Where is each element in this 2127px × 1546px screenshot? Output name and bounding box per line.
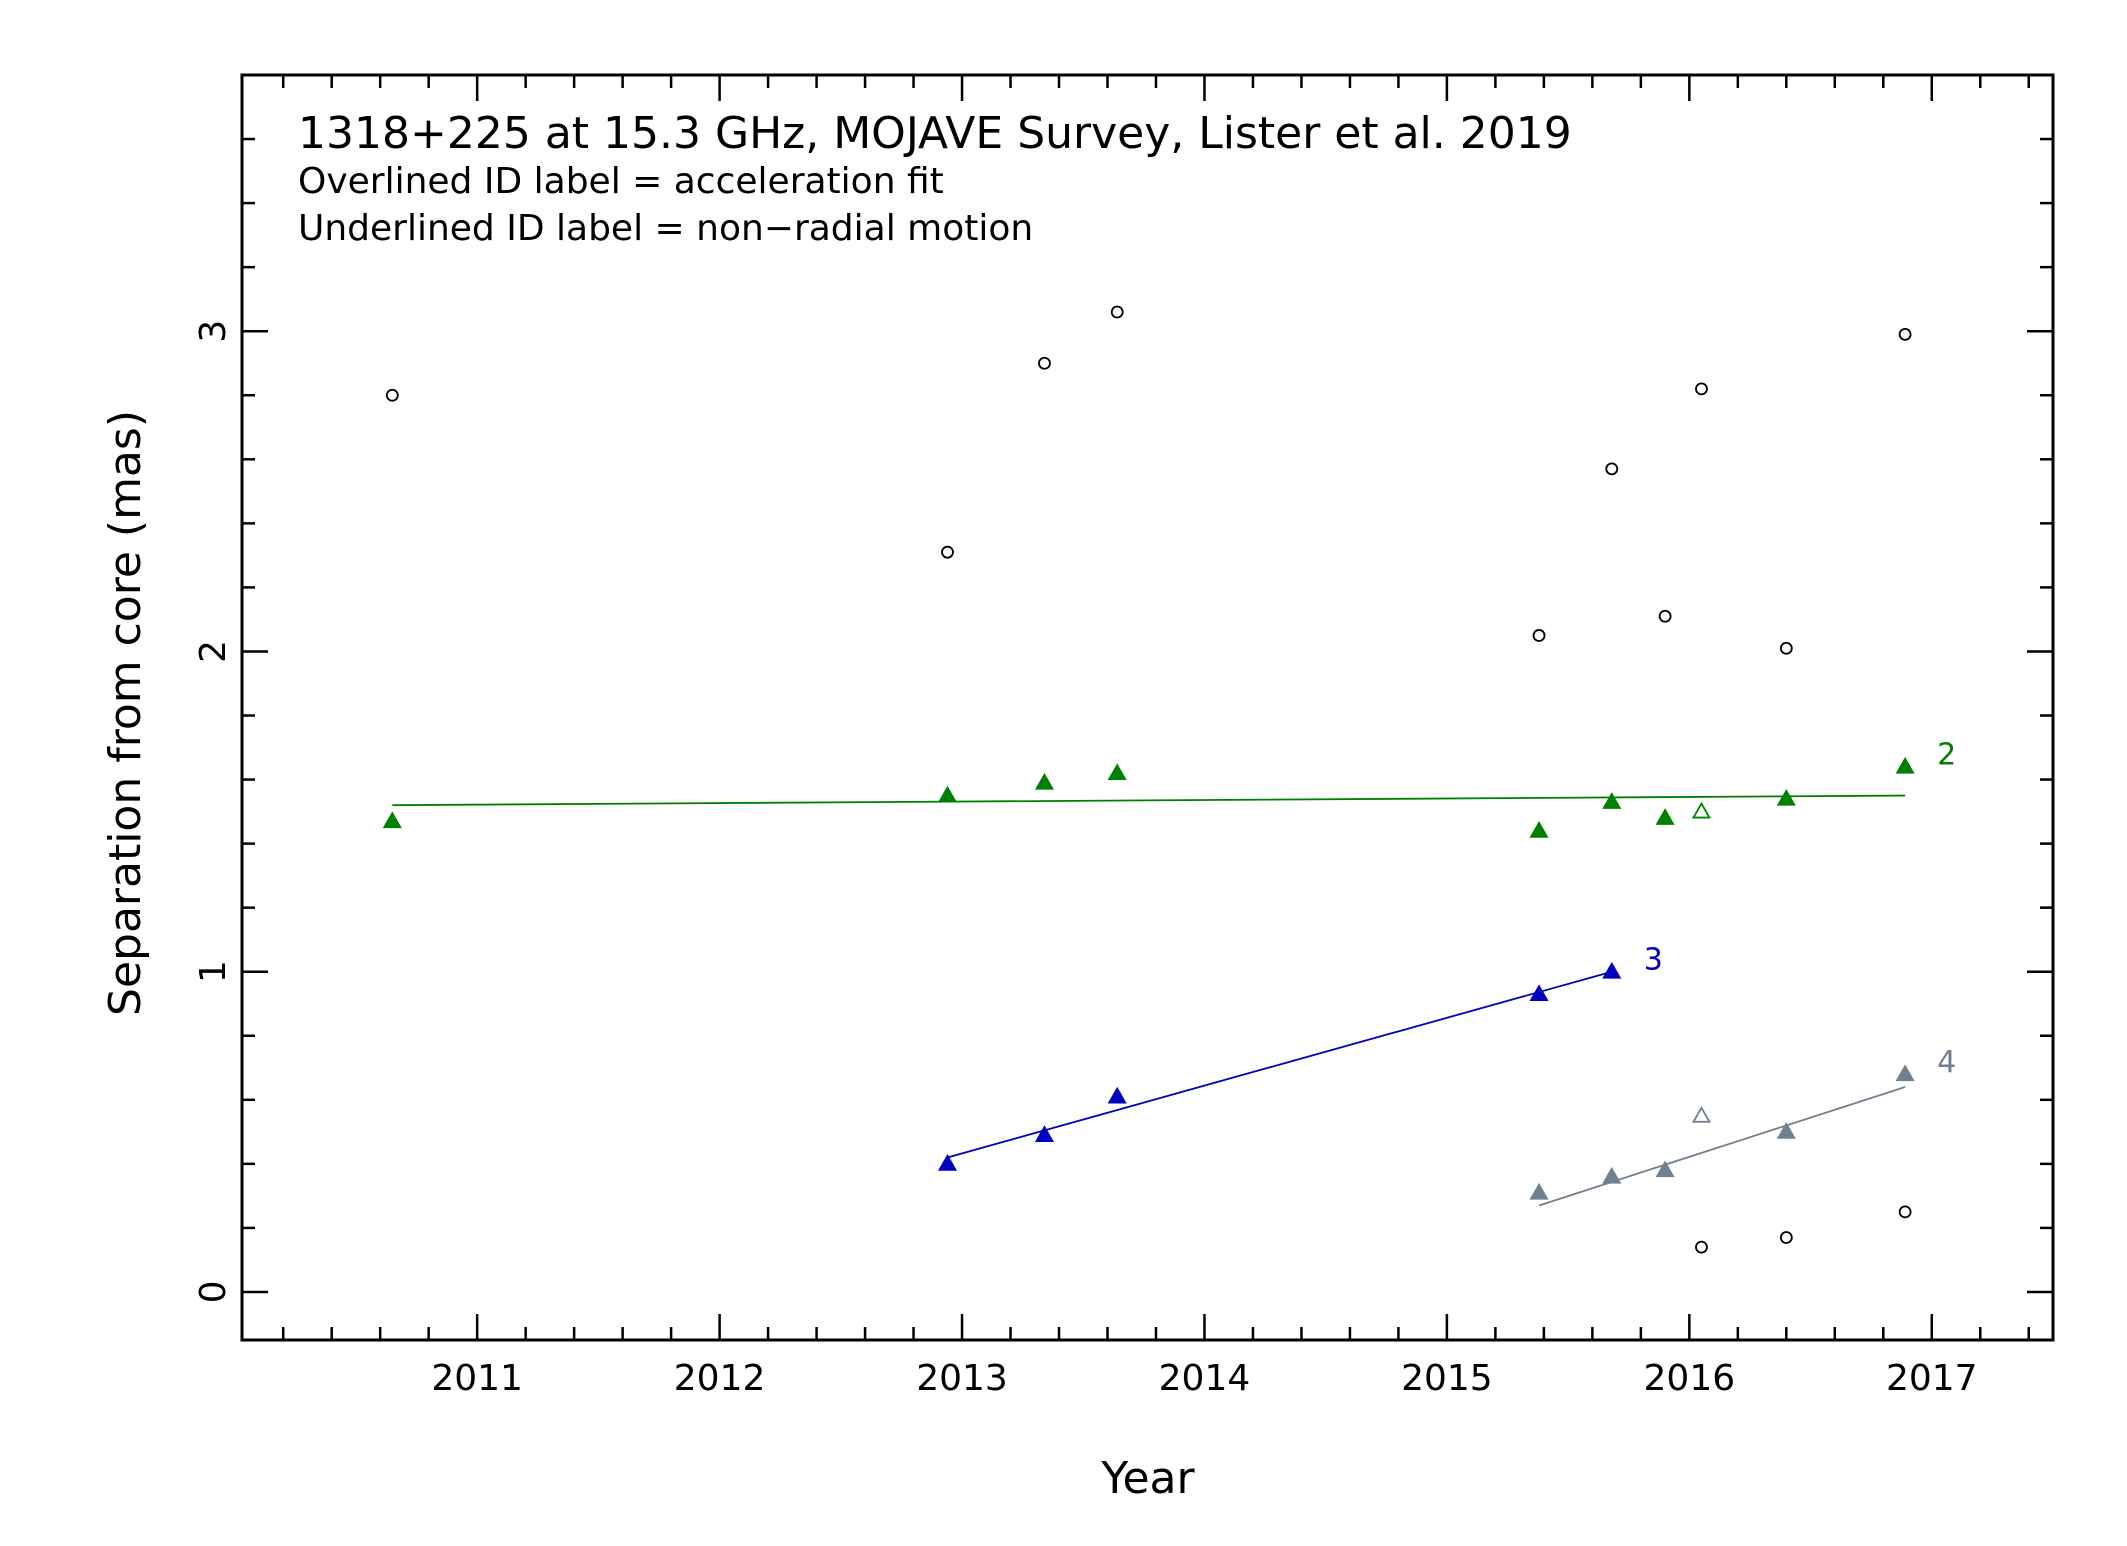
- point-3: [1602, 961, 1622, 979]
- point-4: [1529, 1182, 1549, 1200]
- point-4: [1655, 1160, 1675, 1178]
- point-3: [1529, 984, 1549, 1002]
- plot-frame: [240, 73, 2055, 1342]
- x-tick-label: 2017: [1886, 1358, 1978, 1399]
- note-underlined: Underlined ID label = non−radial motion: [298, 208, 1033, 249]
- point-4: [1602, 1166, 1622, 1184]
- axis-ticks: 2011 2012 2013 2014 2015 2016 2017 0 1 2 3: [193, 73, 2053, 1399]
- y-tick-label: 0: [193, 1281, 234, 1304]
- unassigned-point: [1695, 382, 1708, 396]
- y-tick-label: 2: [193, 640, 234, 663]
- note-overlined: Overlined ID label = acceleration fit: [298, 161, 944, 202]
- point-3: [937, 1154, 958, 1171]
- unassigned-point: [1038, 356, 1051, 370]
- point-2: [1034, 772, 1055, 790]
- x-axis-label: Year: [1100, 1453, 1195, 1504]
- point-4: [1776, 1122, 1796, 1139]
- unassigned-point: [385, 388, 399, 402]
- data-points: [382, 305, 1915, 1254]
- point-2: [1107, 763, 1127, 781]
- series-label-4: 4: [1937, 1045, 1956, 1080]
- y-tick-label: 1: [193, 960, 234, 983]
- y-axis-label: Separation from core (mas): [100, 410, 151, 1016]
- unassigned-point: [1695, 1240, 1708, 1254]
- point-2: [1602, 792, 1622, 809]
- unassigned-point: [1658, 609, 1672, 623]
- fit-lines: [392, 794, 1906, 1207]
- open-point-4: [1691, 1106, 1712, 1123]
- open-point-2: [1691, 801, 1712, 819]
- point-2: [1529, 820, 1549, 838]
- fit-line-2: [392, 794, 1906, 807]
- unassigned-point: [1898, 328, 1912, 341]
- x-tick-label: 2014: [1159, 1358, 1251, 1399]
- series-label-3: 3: [1644, 943, 1663, 978]
- fit-line-4: [1538, 1086, 1906, 1207]
- point-3: [1107, 1086, 1127, 1104]
- y-tick-label: 3: [193, 320, 234, 343]
- point-2: [382, 811, 402, 829]
- x-tick-label: 2013: [916, 1358, 1008, 1399]
- point-2: [937, 785, 958, 803]
- fit-line-3: [947, 970, 1613, 1159]
- x-tick-label: 2016: [1644, 1358, 1736, 1399]
- unassigned-point: [1779, 1231, 1793, 1244]
- chart-title: 1318+225 at 15.3 GHz, MOJAVE Survey, Lis…: [298, 108, 1572, 159]
- unassigned-point: [941, 545, 954, 559]
- point-2: [1776, 788, 1796, 806]
- point-4: [1895, 1064, 1915, 1082]
- series-label-2: 2: [1937, 738, 1956, 773]
- unassigned-point: [1532, 629, 1546, 642]
- x-tick-label: 2012: [674, 1358, 766, 1399]
- x-tick-label: 2015: [1401, 1358, 1493, 1399]
- x-tick-label: 2011: [431, 1358, 523, 1399]
- point-3: [1034, 1125, 1055, 1142]
- point-2: [1655, 808, 1675, 825]
- point-2: [1895, 756, 1915, 774]
- series-labels: 2 3 4: [1644, 738, 1956, 1080]
- unassigned-point: [1779, 641, 1793, 655]
- unassigned-point: [1605, 462, 1619, 476]
- unassigned-point: [1110, 305, 1124, 319]
- unassigned-point: [1898, 1205, 1912, 1219]
